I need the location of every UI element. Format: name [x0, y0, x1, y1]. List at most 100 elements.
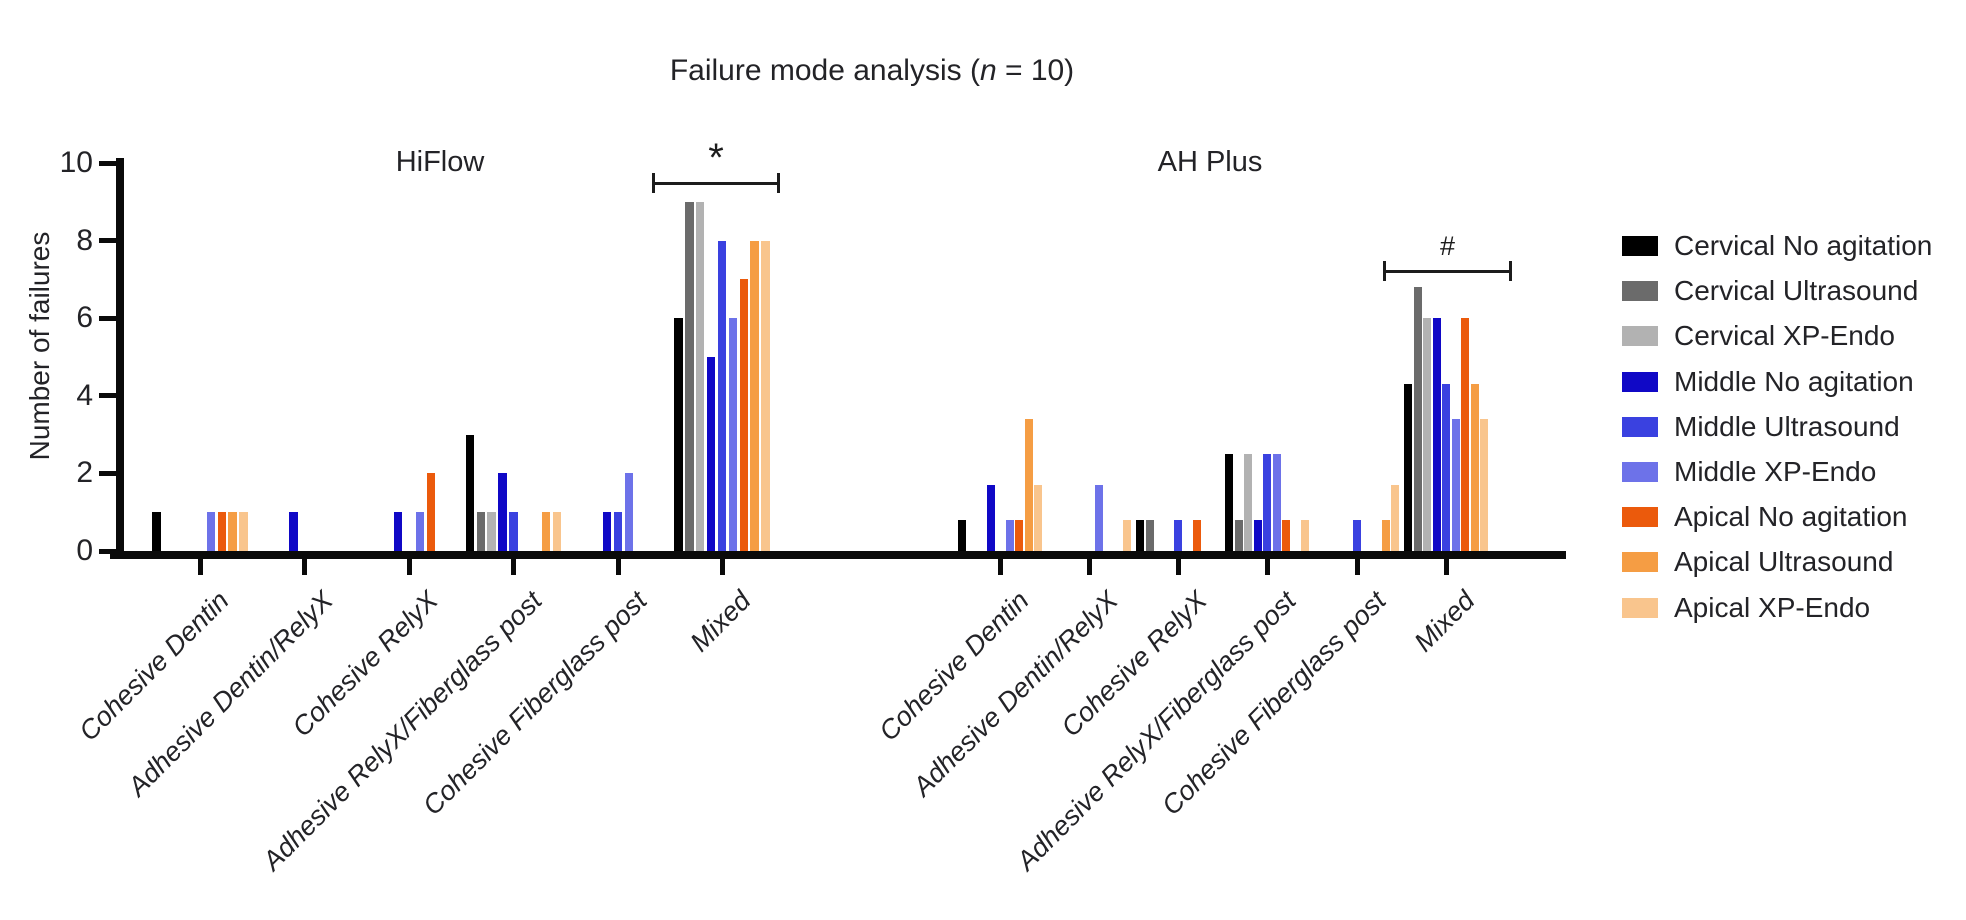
category-label: Mixed	[1408, 585, 1481, 658]
y-axis-tick	[99, 238, 116, 244]
significance-bracket-cap	[777, 173, 780, 193]
bar	[739, 279, 749, 551]
bar	[239, 512, 248, 551]
x-axis-tick	[1354, 551, 1360, 575]
bar	[1301, 519, 1309, 551]
legend-label: Cervical Ultrasound	[1674, 275, 1919, 307]
bar	[1413, 287, 1422, 551]
category-label: Mixed	[684, 585, 757, 658]
bar	[1174, 519, 1182, 551]
y-axis-tick	[99, 160, 116, 166]
x-axis-line	[110, 551, 1566, 559]
bar	[465, 434, 475, 551]
bar	[217, 512, 227, 551]
bar	[1272, 454, 1281, 551]
bar	[1442, 384, 1450, 551]
legend-label: Middle No agitation	[1674, 365, 1914, 397]
x-axis-tick	[406, 551, 412, 575]
legend-label: Cervical XP-Endo	[1674, 320, 1895, 352]
legend-swatch	[1622, 597, 1658, 618]
legend-swatch	[1622, 507, 1658, 528]
chart-title-suffix: = 10)	[996, 54, 1075, 87]
bar	[1391, 485, 1399, 551]
bar	[1136, 519, 1144, 551]
bar	[289, 512, 298, 551]
legend-label: Apical Ultrasound	[1674, 546, 1894, 578]
x-axis-tick	[1443, 551, 1449, 575]
legend-swatch	[1622, 371, 1658, 392]
bar	[206, 512, 216, 551]
bar	[674, 318, 683, 551]
y-tick-label: 4	[76, 378, 93, 412]
bar	[602, 512, 612, 551]
y-axis-line	[116, 158, 124, 559]
y-tick-label: 10	[59, 146, 93, 179]
bar	[228, 512, 237, 551]
category-label: Cohesive Fiberglass post	[416, 585, 653, 821]
legend-swatch	[1622, 552, 1658, 573]
chart-title-prefix: Failure mode analysis (	[669, 54, 980, 87]
bar	[1263, 454, 1271, 551]
bar	[1423, 318, 1431, 551]
bar	[152, 512, 161, 551]
bar	[1480, 419, 1488, 551]
significance-bracket-cap	[652, 173, 655, 193]
y-axis-tick	[99, 470, 116, 476]
y-axis-tick	[99, 315, 116, 321]
category-label: Cohesive Dentin	[873, 585, 1035, 747]
bar	[1353, 519, 1361, 551]
y-tick-label: 2	[76, 456, 93, 490]
bar	[393, 512, 403, 551]
bar	[1470, 384, 1479, 551]
bar	[476, 512, 486, 551]
chart-title: Failure mode analysis (n = 10)	[670, 54, 1074, 88]
bar	[750, 240, 759, 551]
bar	[1451, 419, 1460, 551]
x-axis-tick	[719, 551, 725, 575]
bar	[552, 512, 562, 551]
bar	[1282, 519, 1290, 551]
panel-title: AH Plus	[1157, 146, 1263, 178]
bar	[1015, 519, 1023, 551]
bar	[1193, 519, 1201, 551]
bar	[685, 201, 694, 551]
category-label: Adhesive Dentin/RelyX	[122, 585, 340, 802]
x-axis-tick	[997, 551, 1003, 575]
bar	[415, 512, 425, 551]
x-axis-tick	[511, 551, 516, 575]
legend-label: Apical No agitation	[1674, 501, 1908, 533]
panel-title: HiFlow	[395, 146, 485, 178]
bar	[695, 201, 705, 551]
bar	[1145, 519, 1154, 551]
bar	[1461, 318, 1469, 551]
bar	[1094, 485, 1103, 551]
bar	[1123, 519, 1131, 551]
y-tick-label: 0	[76, 534, 93, 567]
significance-bracket-cap	[1383, 261, 1386, 281]
x-axis-tick	[1175, 551, 1181, 575]
significance-bracket	[1383, 269, 1512, 273]
bar	[706, 357, 716, 551]
bar	[986, 485, 995, 551]
chart-title-n: n	[979, 54, 997, 87]
y-axis-tick	[99, 548, 116, 554]
bar	[541, 512, 551, 551]
y-axis-tick	[99, 393, 116, 399]
legend-swatch	[1622, 236, 1658, 256]
bar	[613, 512, 623, 551]
x-axis-tick	[197, 551, 203, 575]
bar	[624, 473, 634, 551]
legend-label: Middle XP-Endo	[1674, 456, 1877, 487]
legend-swatch	[1622, 326, 1658, 347]
legend-label: Cervical No agitation	[1674, 230, 1933, 261]
bar	[1404, 384, 1412, 551]
significance-symbol: #	[1439, 231, 1456, 261]
significance-symbol: *	[708, 136, 724, 180]
bar	[487, 512, 496, 551]
bar	[728, 318, 738, 551]
bar	[1381, 519, 1390, 551]
significance-bracket-cap	[1509, 261, 1512, 281]
bar	[1024, 419, 1033, 551]
x-axis-tick	[1264, 551, 1270, 575]
